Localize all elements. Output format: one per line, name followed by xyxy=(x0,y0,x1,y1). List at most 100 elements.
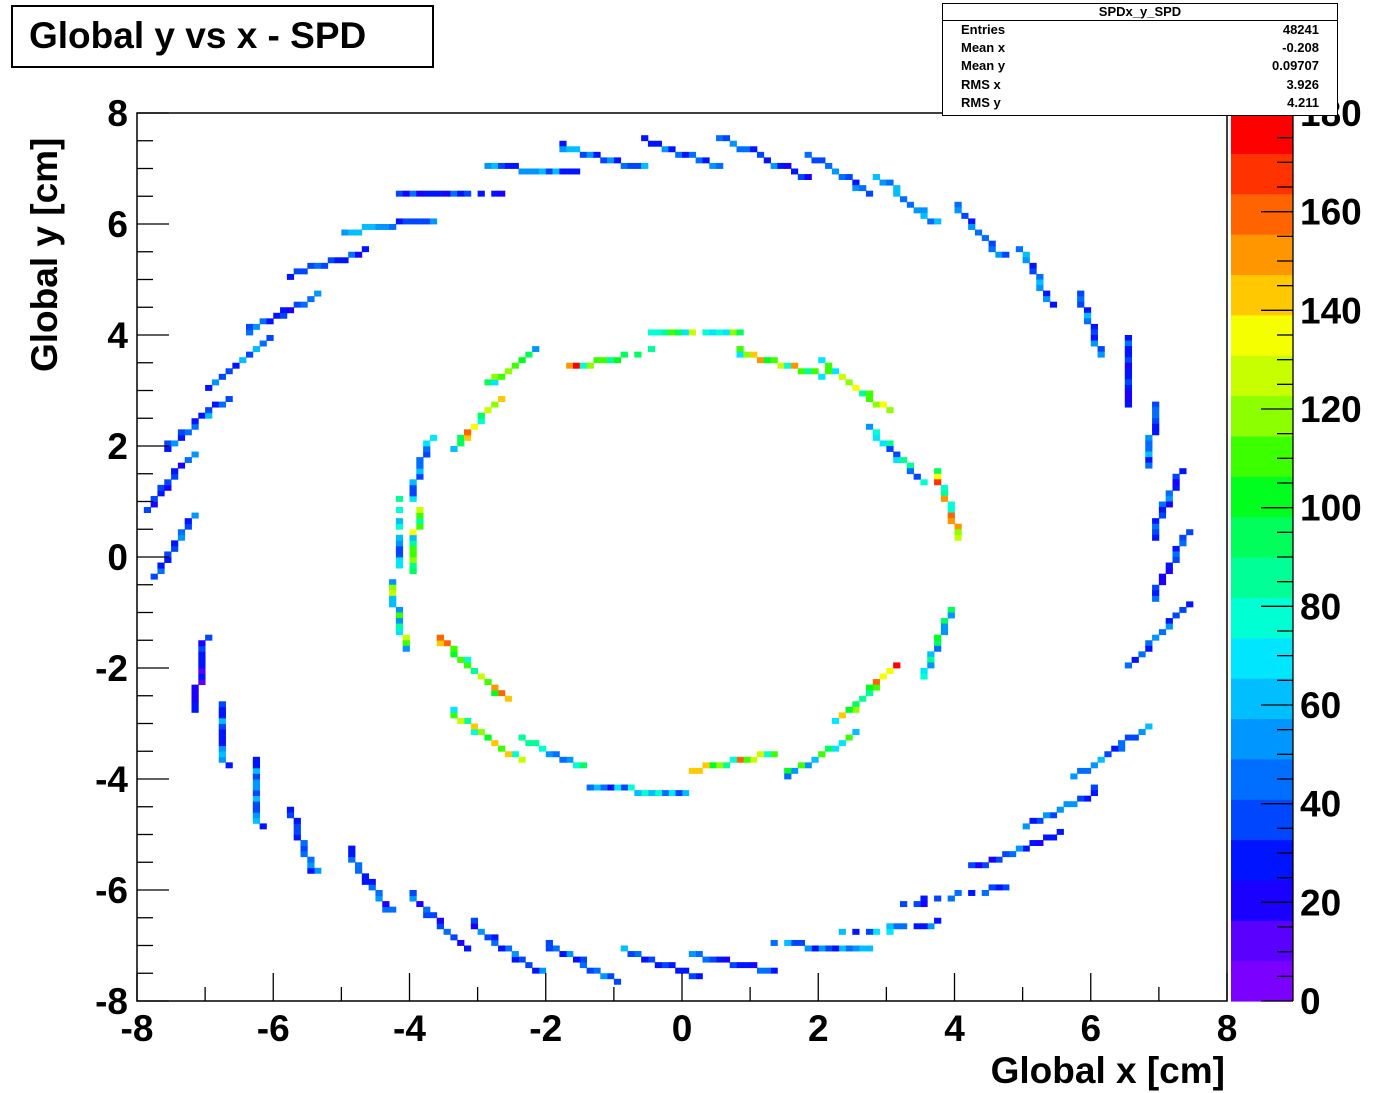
heatmap-cell xyxy=(423,190,431,197)
heatmap-cell xyxy=(641,135,649,142)
heatmap-cell xyxy=(838,373,846,380)
heatmap-cell xyxy=(1090,329,1098,336)
heatmap-cell xyxy=(1049,834,1058,841)
heatmap-cell xyxy=(613,357,622,364)
heatmap-cell xyxy=(423,451,431,458)
heatmap-cell xyxy=(191,684,199,691)
heatmap-cell xyxy=(756,151,765,158)
heatmap-cell xyxy=(729,756,737,763)
heatmap-cell xyxy=(545,168,553,175)
heatmap-cell xyxy=(688,973,697,980)
heatmap-cell xyxy=(314,262,322,269)
heatmap-cell xyxy=(477,729,485,735)
heatmap-cell xyxy=(825,362,833,369)
heatmap-cell xyxy=(450,651,458,658)
heatmap-cell xyxy=(470,923,479,930)
heatmap-cell xyxy=(831,945,840,952)
heatmap-cell xyxy=(191,512,199,519)
palette-tick-label: 40 xyxy=(1300,784,1341,825)
heatmap-cell xyxy=(252,812,261,819)
heatmap-cell xyxy=(859,185,867,192)
heatmap-cell xyxy=(518,168,526,175)
heatmap-cell xyxy=(682,329,690,336)
heatmap-cell xyxy=(498,690,506,697)
heatmap-cell xyxy=(518,956,526,963)
heatmap-cell xyxy=(900,923,908,930)
heatmap-cell xyxy=(947,895,955,902)
heatmap-cell xyxy=(191,690,199,697)
heatmap-cell xyxy=(1118,740,1126,747)
heatmap-cell xyxy=(484,934,492,941)
heatmap-cell xyxy=(150,495,158,502)
heatmap-cell xyxy=(395,562,404,569)
heatmap-cell xyxy=(416,218,424,225)
heatmap-cell xyxy=(470,423,479,430)
heatmap-cell xyxy=(940,490,949,497)
heatmap-cell xyxy=(198,679,206,686)
y-axis-title: Global y [cm] xyxy=(24,138,65,372)
heatmap-cell xyxy=(763,967,771,974)
heatmap-cell xyxy=(286,806,295,813)
heatmap-cell xyxy=(675,967,683,974)
heatmap-cell xyxy=(504,695,513,702)
heatmap-cell xyxy=(1077,795,1085,802)
x-tick-label: -8 xyxy=(121,1008,154,1049)
heatmap-cell xyxy=(743,962,751,969)
heatmap-cell xyxy=(934,645,942,652)
heatmap-cell xyxy=(1097,351,1105,358)
heatmap-cell xyxy=(791,767,799,774)
heatmap-cell xyxy=(600,784,608,791)
heatmap-cell xyxy=(927,218,935,225)
heatmap-cell xyxy=(320,262,329,269)
heatmap-cell xyxy=(307,262,315,269)
heatmap-cell xyxy=(545,945,553,952)
heatmap-cell xyxy=(736,351,744,358)
heatmap-cell xyxy=(498,190,506,197)
x-tick-label: 0 xyxy=(672,1008,693,1049)
heatmap-cell xyxy=(1083,767,1092,774)
plot-frame xyxy=(136,112,1228,1002)
heatmap-cell xyxy=(1002,851,1010,858)
heatmap-cell xyxy=(280,307,288,314)
heatmap-cell xyxy=(1158,501,1167,508)
heatmap-cell xyxy=(470,723,479,730)
heatmap-cell xyxy=(1036,840,1044,846)
palette-band xyxy=(1231,879,1293,921)
heatmap-cell xyxy=(300,845,308,852)
heatmap-cell xyxy=(484,679,492,686)
heatmap-cell xyxy=(395,507,404,513)
heatmap-cell xyxy=(913,207,921,214)
heatmap-cell xyxy=(409,190,417,197)
heatmap-cell xyxy=(872,429,880,436)
heatmap-cell xyxy=(1158,573,1167,580)
heatmap-cell xyxy=(654,962,662,969)
heatmap-cell xyxy=(893,662,901,669)
heatmap-cell xyxy=(838,945,846,952)
heatmap-cell xyxy=(300,851,308,858)
heatmap-cell xyxy=(661,146,669,153)
heatmap-cell xyxy=(171,473,179,480)
heatmap-cell xyxy=(1165,568,1173,575)
heatmap-cell xyxy=(348,251,356,258)
heatmap-cell xyxy=(838,174,846,180)
heatmap-cell xyxy=(409,895,417,902)
heatmap-cell xyxy=(974,229,983,236)
heatmap-cell xyxy=(1049,812,1058,819)
heatmap-cell xyxy=(252,801,261,808)
heatmap-cell xyxy=(961,212,969,219)
heatmap-cell xyxy=(484,379,492,386)
heatmap-cell xyxy=(450,190,458,197)
palette-band xyxy=(1231,718,1293,760)
heatmap-cell xyxy=(579,362,588,369)
heatmap-cell xyxy=(477,418,485,425)
y-axis: -8 -6 -4 -2 0 2 4 6 8 xyxy=(95,93,169,1022)
heatmap-cell xyxy=(184,457,192,464)
heatmap-cell xyxy=(191,418,199,425)
x-tick-label: -4 xyxy=(393,1008,426,1049)
heatmap-cell xyxy=(1124,346,1133,353)
y-tick-label: 0 xyxy=(107,537,128,578)
heatmap-cell xyxy=(1131,734,1139,741)
heatmap-cell xyxy=(402,645,410,652)
heatmap-cell xyxy=(879,179,887,186)
